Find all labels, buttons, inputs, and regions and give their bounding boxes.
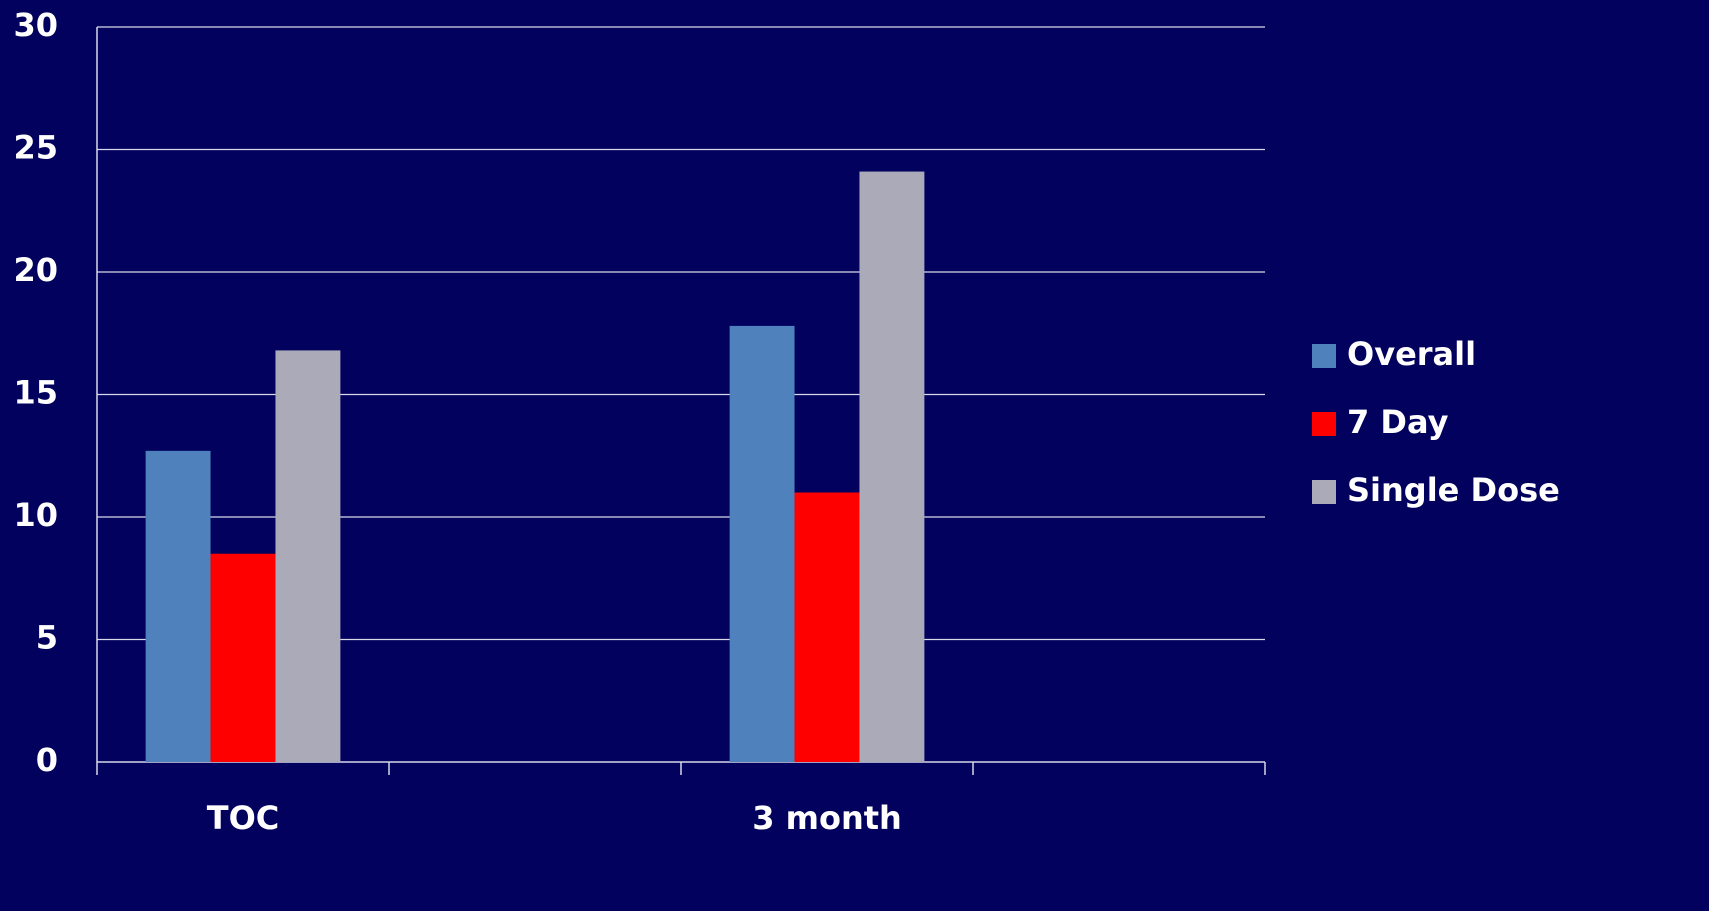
legend-swatch [1312, 344, 1336, 368]
bar [145, 450, 211, 762]
y-tick-label: 5 [36, 619, 58, 657]
legend-swatch [1312, 412, 1336, 436]
y-tick-label: 15 [13, 374, 58, 412]
y-tick-label: 30 [13, 6, 58, 44]
bar [794, 492, 860, 762]
y-tick-label: 25 [13, 129, 58, 167]
legend-swatch [1312, 480, 1336, 504]
bar [210, 553, 276, 762]
x-tick-label: 3 month [752, 799, 902, 837]
legend-label: Overall [1347, 335, 1476, 373]
bar [275, 350, 341, 762]
bar [859, 171, 925, 763]
legend-label: Single Dose [1347, 471, 1560, 509]
legend-label: 7 Day [1347, 403, 1449, 441]
y-tick-label: 10 [13, 496, 58, 534]
y-tick-label: 0 [36, 741, 58, 779]
bar [729, 325, 795, 762]
y-tick-label: 20 [13, 251, 58, 289]
x-tick-label: TOC [207, 799, 280, 837]
